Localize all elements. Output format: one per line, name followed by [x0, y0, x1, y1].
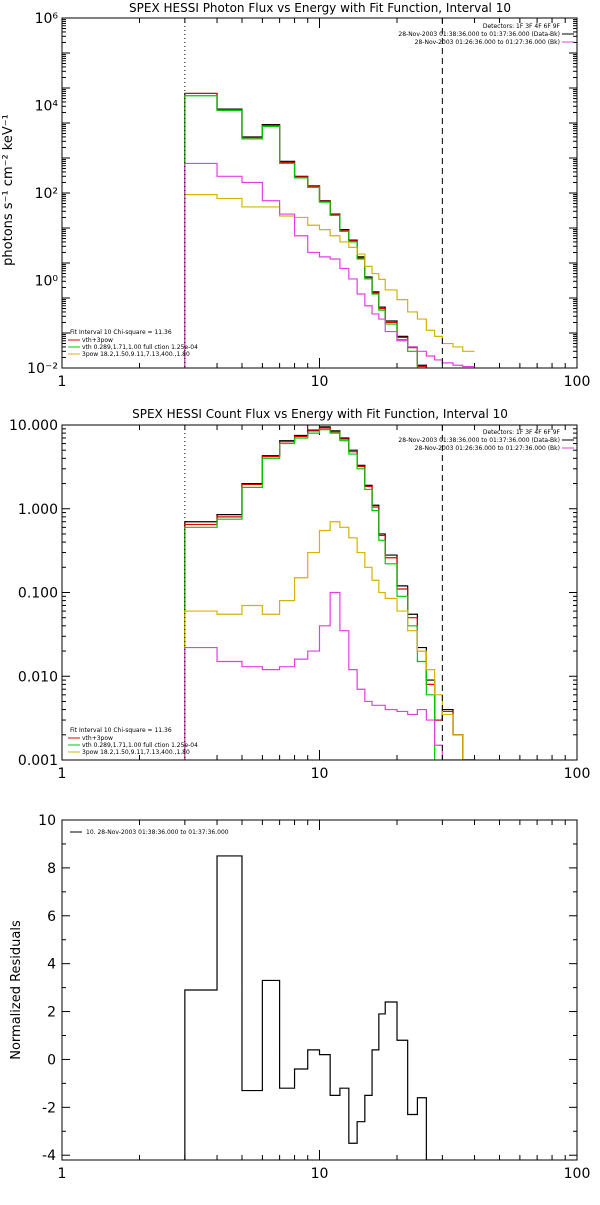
count-flux-x-tick-label: 10 [311, 766, 329, 782]
residuals-ticks: 1 10 100 -4 -2 0 2 4 6 8 10 [38, 813, 590, 1182]
count-flux-panel: SPEX HESSI Count Flux vs Energy with Fit… [9, 407, 590, 782]
count-flux-legend-data: 28-Nov-2003 01:38:36.000 to 01:37:36.000… [398, 437, 560, 444]
photon-flux-series-4-histogram [184, 162, 475, 368]
photon-flux-series [184, 92, 475, 368]
photon-flux-fit-chisq: Fit Interval 10 Chi-square = 11.36 [70, 329, 172, 336]
residuals-y-tick-label: 6 [47, 909, 56, 925]
photon-flux-series-3-histogram [184, 194, 475, 368]
count-flux-series-3-histogram [184, 521, 475, 760]
count-flux-vlines [184, 425, 443, 760]
photon-flux-ticks: 1 10 100 10⁻² 10⁰ 10² 10⁴ 10⁶ [27, 11, 590, 390]
photon-flux-series-2-histogram [184, 95, 418, 368]
count-flux-y-tick-label: 10.000 [9, 418, 58, 434]
photon-flux-x-tick-label: 1 [58, 374, 67, 390]
count-flux-frame [61, 424, 578, 761]
photon-flux-legend-data: 28-Nov-2003 01:38:36.000 to 01:37:36.000… [398, 31, 560, 38]
photon-flux-y-tick-label: 10⁶ [35, 11, 59, 27]
count-flux-fit-vth3pow: vth+3pow [82, 735, 113, 742]
photon-flux-title: SPEX HESSI Photon Flux vs Energy with Fi… [129, 1, 511, 15]
count-flux-legend-bk: 28-Nov-2003 01:26:36.000 to 01:27:36.000… [415, 445, 560, 452]
photon-flux-vlines [184, 18, 443, 368]
residuals-legend: 10. 28-Nov-2003 01:38:36.000 to 01:37:36… [86, 829, 229, 836]
residuals-y-tick-label: 2 [47, 1005, 56, 1021]
residuals-panel: Normalized Residuals 1 10 100 -4 -2 0 2 4 6 8 10 1… [9, 813, 590, 1182]
count-flux-series [184, 426, 475, 760]
photon-flux-y-tick-label: 10⁰ [35, 274, 59, 290]
photon-flux-frame [61, 17, 578, 369]
photon-flux-x-tick-label: 10 [311, 374, 329, 390]
photon-flux-panel: SPEX HESSI Photon Flux vs Energy with Fi… [1, 1, 590, 390]
residuals-y-tick-label: -4 [42, 1148, 56, 1164]
photon-flux-fit-vth3pow: vth+3pow [82, 337, 113, 344]
residuals-x-tick-label: 1 [58, 1166, 67, 1182]
count-flux-x-tick-label: 1 [58, 766, 67, 782]
count-flux-y-tick-label: 0.010 [18, 669, 58, 685]
residuals-y-tick-label: 8 [47, 861, 56, 877]
count-flux-y-tick-label: 1.000 [18, 502, 58, 518]
count-flux-series-2-histogram [184, 429, 436, 760]
count-flux-series-4-histogram [184, 591, 475, 760]
residuals-x-tick-label: 100 [564, 1166, 591, 1182]
residuals-x-tick-label: 10 [311, 1166, 329, 1182]
photon-flux-y-tick-label: 10⁻² [27, 361, 58, 377]
photon-flux-legend-detectors: Detectors: 1F 3F 4F 6F 9F [483, 23, 561, 30]
residuals-series-0-histogram [184, 855, 443, 1160]
count-flux-y-tick-label: 0.001 [18, 753, 58, 769]
count-flux-fit-vth: vth 0.289,1.71,1.00 full ction 1.25e-04 [82, 742, 198, 749]
photon-flux-y-label: photons s⁻¹ cm⁻² keV⁻¹ [1, 114, 16, 266]
photon-flux-x-tick-label: 100 [564, 374, 591, 390]
photon-flux-fit-3pow: 3pow 18.2,1.50,9.11,7.13,400.,1.80 [82, 351, 190, 358]
count-flux-fit-chisq: Fit Interval 10 Chi-square = 11.36 [70, 727, 172, 734]
count-flux-legend-detectors: Detectors: 1F 3F 4F 6F 9F [483, 429, 561, 436]
count-flux-title: SPEX HESSI Count Flux vs Energy with Fit… [132, 407, 508, 421]
residuals-y-label: Normalized Residuals [9, 920, 24, 1060]
residuals-y-tick-label: -2 [42, 1100, 56, 1116]
count-flux-fit-3pow: 3pow 18.2,1.50,9.11,7.13,400.,1.80 [82, 749, 190, 756]
residuals-y-tick-label: 0 [47, 1052, 56, 1068]
photon-flux-y-tick-label: 10⁴ [35, 99, 59, 115]
residuals-y-tick-label: 10 [38, 813, 56, 829]
residuals-y-tick-label: 4 [47, 957, 56, 973]
photon-flux-fit-vth: vth 0.289,1.71,1.00 full ction 1.25e-04 [82, 344, 198, 351]
photon-flux-legend-bk: 28-Nov-2003 01:26:36.000 to 01:27:36.000… [415, 39, 560, 46]
photon-flux-y-tick-label: 10² [35, 186, 58, 202]
count-flux-y-tick-label: 0.100 [18, 586, 58, 602]
residuals-frame [61, 819, 578, 1161]
residuals-series [184, 855, 443, 1160]
count-flux-x-tick-label: 100 [564, 766, 591, 782]
